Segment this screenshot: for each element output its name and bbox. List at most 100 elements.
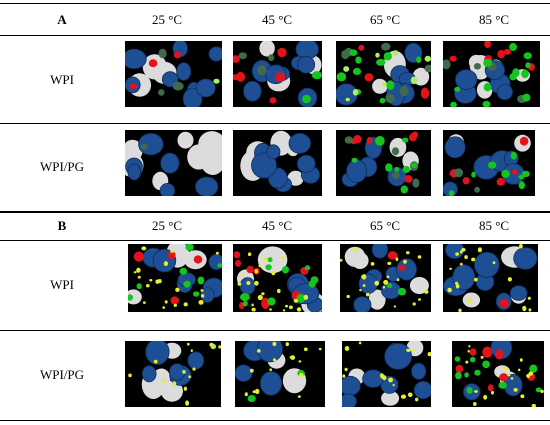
blue-droplet <box>455 69 478 90</box>
red-droplet <box>193 255 203 264</box>
yellow-droplet <box>340 258 343 262</box>
red-droplet <box>499 373 509 382</box>
blue-droplet <box>353 296 372 312</box>
green-droplet <box>416 56 422 63</box>
blue-droplet <box>342 393 357 407</box>
blue-droplet <box>362 369 384 388</box>
yellow-droplet <box>261 292 265 296</box>
micrograph-a-wpipg-85c-svg <box>443 130 535 196</box>
section-b-row-divider <box>0 330 550 331</box>
dark-green-droplet <box>474 186 480 193</box>
red-droplet <box>496 177 505 186</box>
yellow-droplet <box>400 394 407 399</box>
yellow-droplet <box>282 309 286 312</box>
blue-droplet <box>396 258 417 281</box>
section-a-col-25: 25 °C <box>151 12 183 27</box>
green-droplet <box>197 276 205 285</box>
yellow-droplet <box>461 248 466 252</box>
blue-droplet <box>452 264 476 291</box>
red-droplet <box>449 55 457 62</box>
micrograph-b-wpi-85c <box>443 244 538 312</box>
red-droplet <box>235 259 241 267</box>
red-droplet <box>366 136 373 145</box>
blue-droplet <box>444 136 466 159</box>
dark-green-droplet <box>424 64 431 73</box>
green-droplet <box>312 71 322 80</box>
yellow-droplet <box>518 368 521 372</box>
yellow-droplet <box>143 301 146 304</box>
green-droplet <box>336 72 347 82</box>
yellow-droplet <box>298 360 302 363</box>
yellow-droplet <box>251 303 254 307</box>
light-green-droplet <box>352 89 359 96</box>
white-droplet <box>381 390 400 406</box>
yellow-droplet <box>218 345 221 349</box>
green-droplet <box>282 266 289 274</box>
micrograph-b-wpipg-25c-svg <box>125 341 221 407</box>
yellow-droplet <box>185 400 190 406</box>
yellow-droplet <box>303 294 309 300</box>
yellow-droplet <box>386 275 390 279</box>
yellow-droplet <box>164 300 168 304</box>
yellow-droplet <box>255 388 260 394</box>
yellow-droplet <box>464 255 468 260</box>
red-droplet <box>170 296 179 305</box>
red-droplet <box>499 298 509 308</box>
yellow-droplet <box>359 288 362 292</box>
red-droplet <box>503 48 511 55</box>
micrograph-b-wpipg-45c-svg <box>235 341 325 407</box>
yellow-droplet <box>272 358 277 362</box>
blue-droplet <box>161 71 179 88</box>
green-droplet <box>383 52 392 61</box>
white-droplet <box>259 41 275 57</box>
red-droplet <box>495 349 504 357</box>
green-droplet <box>302 94 311 104</box>
green-droplet <box>529 364 538 373</box>
green-droplet <box>466 387 473 394</box>
yellow-droplet <box>513 388 518 392</box>
yellow-droplet <box>137 275 141 279</box>
green-droplet <box>525 62 531 69</box>
yellow-droplet <box>249 368 254 373</box>
yellow-droplet <box>519 244 523 249</box>
section-a-col-45: 45 °C <box>261 12 293 27</box>
yellow-droplet <box>296 307 302 312</box>
white-droplet <box>344 246 366 267</box>
yellow-droplet <box>387 261 392 265</box>
blue-droplet <box>256 341 283 363</box>
green-droplet <box>411 162 418 169</box>
micrograph-b-wpi-45c-svg <box>233 244 322 312</box>
yellow-droplet <box>187 342 190 346</box>
red-droplet <box>455 364 464 373</box>
yellow-droplet <box>269 368 273 371</box>
yellow-droplet <box>344 367 348 372</box>
yellow-droplet <box>215 251 219 255</box>
yellow-droplet <box>342 374 346 378</box>
dark-green-droplet <box>257 65 267 76</box>
micrograph-b-wpipg-25c <box>125 341 221 407</box>
blue-droplet <box>125 48 147 70</box>
yellow-droplet <box>459 250 463 254</box>
yellow-droplet <box>163 261 168 267</box>
yellow-droplet <box>520 394 525 399</box>
red-droplet <box>358 44 365 51</box>
blue-droplet <box>208 46 222 62</box>
yellow-droplet <box>403 259 407 264</box>
blue-droplet <box>413 381 431 400</box>
yellow-droplet <box>153 359 158 364</box>
section-a-col-85: 85 °C <box>478 12 510 27</box>
yellow-droplet <box>455 281 459 285</box>
red-droplet <box>277 47 287 58</box>
yellow-droplet <box>258 264 262 268</box>
table-bottom-rule <box>0 420 550 421</box>
red-droplet <box>173 51 181 59</box>
green-droplet <box>402 137 409 143</box>
yellow-droplet <box>467 298 472 304</box>
green-droplet <box>455 371 462 380</box>
yellow-droplet <box>540 389 544 394</box>
blue-droplet <box>145 341 170 365</box>
light-green-droplet <box>345 97 350 102</box>
green-droplet <box>482 100 491 107</box>
green-droplet <box>402 165 411 174</box>
section-a-row-wpi-pg: WPI/PG <box>39 159 85 174</box>
